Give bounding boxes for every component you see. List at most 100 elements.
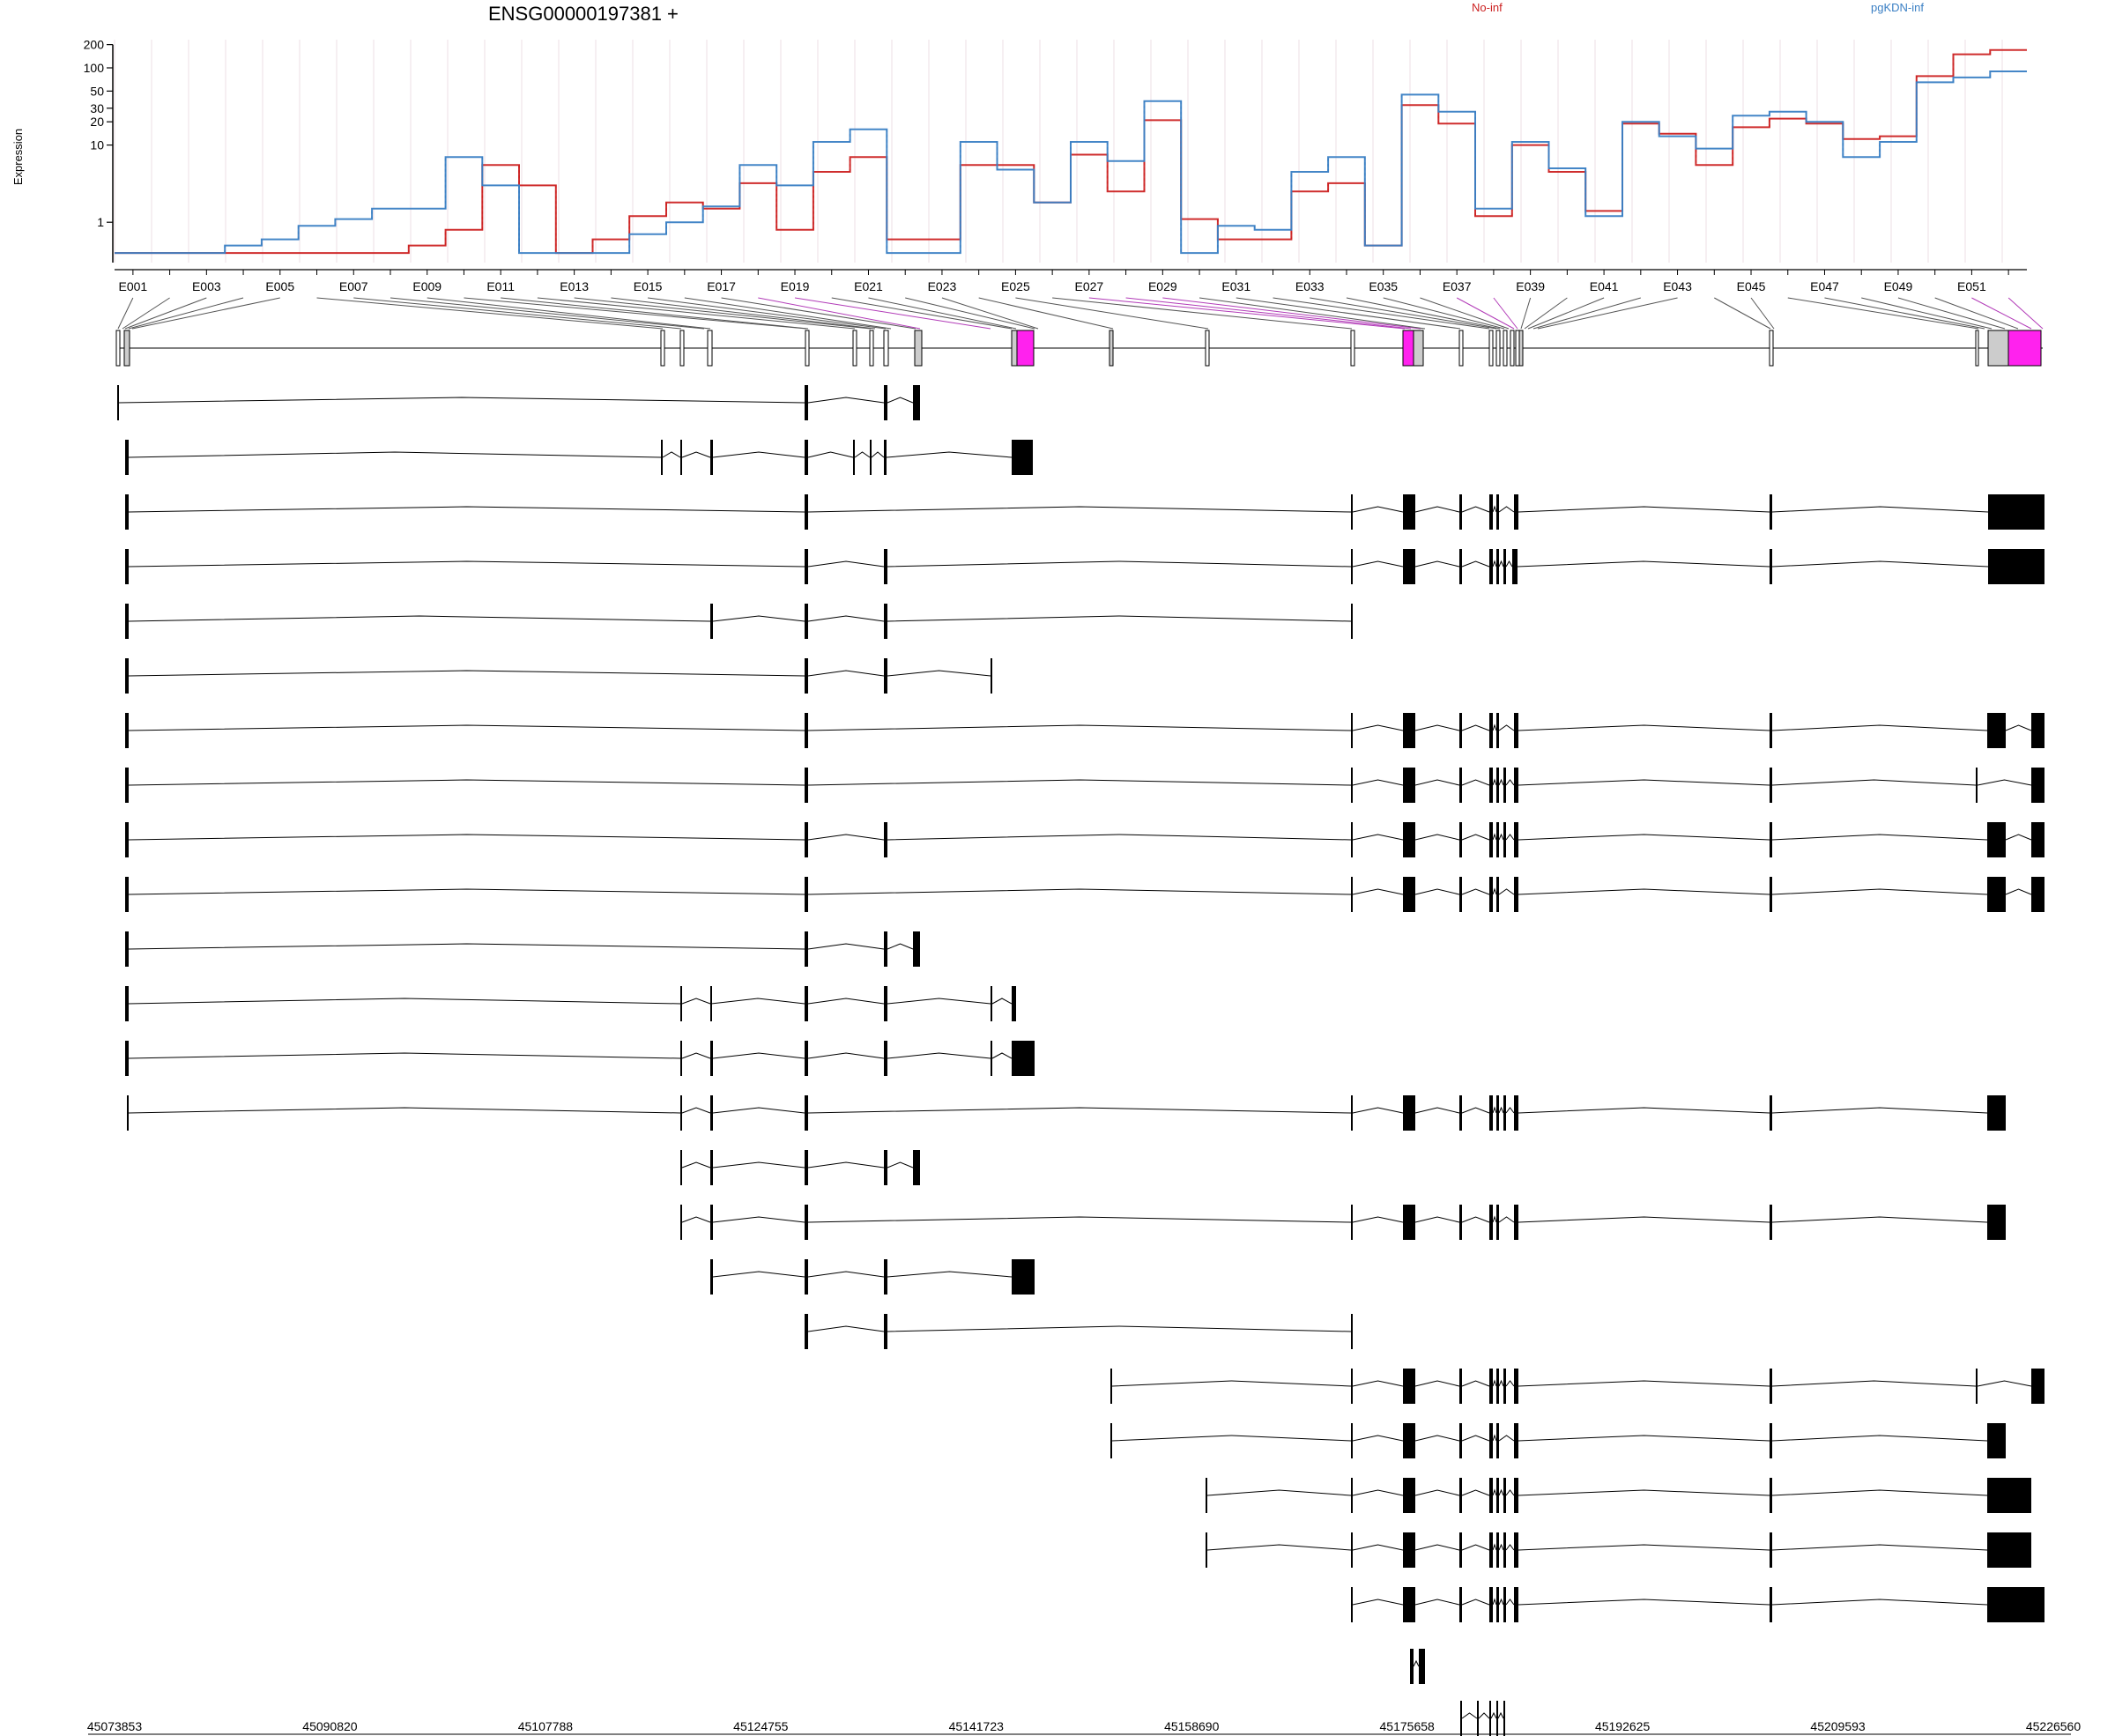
exon-block bbox=[1459, 822, 1462, 857]
intron bbox=[1352, 888, 1404, 895]
exon-block bbox=[1351, 1095, 1353, 1131]
intron bbox=[807, 1271, 885, 1278]
intron bbox=[1492, 1106, 1497, 1114]
exon-block bbox=[710, 1205, 713, 1240]
intron bbox=[854, 451, 871, 458]
intron bbox=[1461, 888, 1490, 895]
model-exon bbox=[805, 330, 810, 367]
transcript-21 bbox=[1206, 1478, 2031, 1513]
intron bbox=[1505, 1380, 1515, 1387]
exon-block bbox=[1514, 1369, 1518, 1404]
exon-tick-label: E001 bbox=[119, 279, 148, 293]
transcript-1 bbox=[117, 385, 920, 420]
intron bbox=[1517, 560, 1770, 568]
intron bbox=[1352, 560, 1404, 568]
exon-connector bbox=[1527, 297, 1605, 330]
intron bbox=[1206, 1544, 1352, 1551]
exon-connector bbox=[1310, 297, 1497, 330]
exon-connector bbox=[128, 297, 244, 330]
intron bbox=[1461, 724, 1490, 731]
exon-connector bbox=[353, 297, 682, 330]
intron bbox=[128, 451, 662, 458]
exon-block bbox=[1514, 1478, 1518, 1513]
exon-block bbox=[1987, 1095, 2006, 1131]
intron bbox=[1518, 1380, 1770, 1387]
chart-title: ENSG00000197381 + bbox=[488, 3, 679, 25]
intron bbox=[1771, 724, 1988, 731]
exon-connector bbox=[684, 297, 892, 330]
intron bbox=[1771, 834, 1988, 841]
intron bbox=[1492, 887, 1497, 895]
exon-block bbox=[913, 1150, 920, 1185]
intron bbox=[807, 943, 885, 950]
exon-block bbox=[1403, 1532, 1415, 1568]
intron bbox=[1461, 1489, 1490, 1496]
intron bbox=[1414, 1599, 1460, 1606]
exon-block bbox=[1351, 549, 1353, 584]
intron bbox=[1498, 1598, 1504, 1606]
intron bbox=[887, 397, 914, 404]
transcript-23 bbox=[1351, 1587, 2044, 1622]
exon-connector bbox=[648, 297, 887, 330]
exon-block bbox=[1987, 1205, 2006, 1240]
exon-tick-label: E021 bbox=[854, 279, 883, 293]
exon-block bbox=[1489, 1095, 1493, 1131]
genomic-axis: 45073853 45090820 45107788 45124755 45141723… bbox=[87, 1719, 2081, 1735]
transcript-15 bbox=[680, 1150, 920, 1185]
intron bbox=[807, 834, 885, 841]
exon-block bbox=[991, 986, 992, 1021]
exon-block bbox=[1503, 1701, 1505, 1736]
transcript-25 bbox=[1460, 1701, 1505, 1736]
intron bbox=[1492, 1488, 1497, 1496]
exon-block bbox=[680, 440, 682, 475]
intron bbox=[1461, 1216, 1490, 1223]
exon-connector bbox=[464, 297, 807, 330]
exon-connector bbox=[1861, 297, 1993, 330]
exon-block bbox=[1351, 768, 1353, 803]
exon-block bbox=[2031, 768, 2044, 803]
exon-block bbox=[1770, 494, 1772, 530]
model-exon bbox=[1011, 330, 1018, 367]
exon-block bbox=[1770, 1423, 1772, 1458]
intron bbox=[807, 506, 1352, 513]
exon-connector bbox=[1273, 297, 1490, 330]
intron bbox=[1352, 1599, 1404, 1606]
intron bbox=[1461, 779, 1490, 786]
y-tick-label: 10 bbox=[90, 138, 104, 152]
intron bbox=[807, 451, 854, 458]
exon-block bbox=[680, 1041, 682, 1076]
intron bbox=[1352, 1544, 1404, 1551]
intron bbox=[887, 1271, 1013, 1278]
transcript-17 bbox=[710, 1259, 1035, 1295]
exon-connector bbox=[316, 297, 664, 330]
intron bbox=[1498, 560, 1504, 568]
exon-connector bbox=[868, 297, 1017, 330]
exon-block bbox=[1459, 1205, 1462, 1240]
intron bbox=[807, 560, 885, 568]
intron bbox=[887, 998, 991, 1005]
model-exon bbox=[1458, 330, 1464, 367]
intron bbox=[128, 1052, 681, 1059]
intron bbox=[1498, 1543, 1504, 1551]
model-exon bbox=[2007, 330, 2042, 367]
intron bbox=[1505, 1599, 1515, 1606]
genomic-tick-label: 45175658 bbox=[1380, 1719, 1436, 1733]
model-exon bbox=[1350, 330, 1355, 367]
exon-connector bbox=[427, 297, 711, 330]
model-exon bbox=[1975, 330, 1979, 367]
intron bbox=[1505, 1544, 1515, 1551]
intron bbox=[1498, 833, 1504, 841]
exon-block bbox=[125, 986, 129, 1021]
y-tick-label: 200 bbox=[84, 38, 105, 52]
exon-tick-label: E007 bbox=[339, 279, 368, 293]
intron bbox=[1498, 1488, 1504, 1496]
intron bbox=[1492, 1598, 1497, 1606]
intron bbox=[1498, 1216, 1515, 1223]
intron bbox=[1414, 1380, 1460, 1387]
y-tick-label: 20 bbox=[90, 115, 104, 129]
model-exon bbox=[914, 330, 923, 367]
exon-block bbox=[1496, 1095, 1499, 1131]
transcript-2 bbox=[125, 440, 1033, 475]
intron bbox=[1518, 1216, 1770, 1223]
transcript-20 bbox=[1110, 1423, 2006, 1458]
